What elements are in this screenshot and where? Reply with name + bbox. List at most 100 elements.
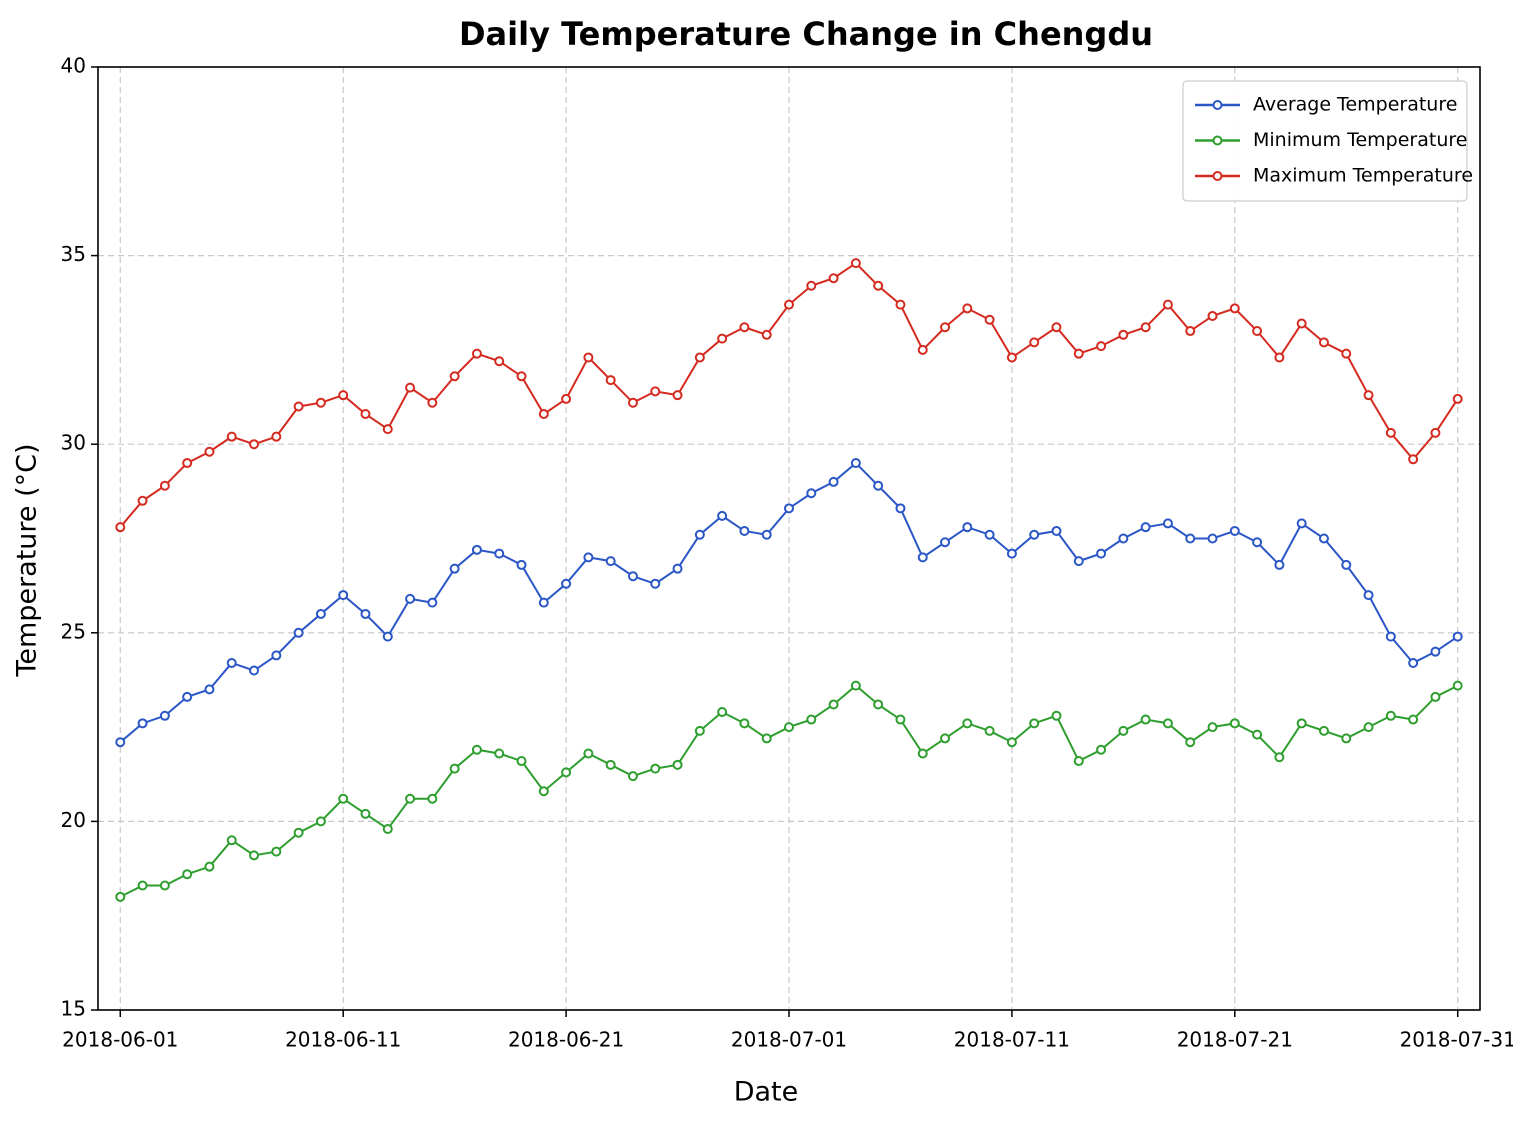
- data-point: [895, 299, 906, 310]
- data-point: [1274, 752, 1285, 763]
- data-point: [315, 816, 326, 827]
- data-point: [204, 446, 215, 457]
- data-point: [1385, 631, 1396, 642]
- data-point: [1029, 718, 1040, 729]
- data-point: [1162, 718, 1173, 729]
- data-point: [828, 273, 839, 284]
- data-point: [940, 733, 951, 744]
- data-point: [605, 375, 616, 386]
- chart-title: Daily Temperature Change in Chengdu: [459, 15, 1153, 53]
- data-point: [159, 880, 170, 891]
- data-point: [405, 793, 416, 804]
- data-point: [627, 397, 638, 408]
- data-point: [1185, 737, 1196, 748]
- data-point: [1452, 680, 1463, 691]
- data-point: [739, 718, 750, 729]
- data-point: [627, 571, 638, 582]
- legend-label: Average Temperature: [1253, 94, 1457, 116]
- data-point: [1341, 348, 1352, 359]
- data-point: [1140, 522, 1151, 533]
- data-point: [360, 409, 371, 420]
- data-point: [226, 657, 237, 668]
- data-point: [1452, 393, 1463, 404]
- data-point: [672, 563, 683, 574]
- data-point: [338, 590, 349, 601]
- data-point: [1430, 691, 1441, 702]
- data-point: [204, 684, 215, 695]
- plot-frame: [97, 66, 1481, 1011]
- data-point: [984, 314, 995, 325]
- data-point: [806, 488, 817, 499]
- legend-label: Minimum Temperature: [1253, 129, 1467, 151]
- data-point: [672, 390, 683, 401]
- data-point: [1185, 326, 1196, 337]
- y-tick-label: 25: [61, 619, 86, 643]
- data-point: [917, 552, 928, 563]
- data-point: [516, 559, 527, 570]
- data-point: [694, 725, 705, 736]
- data-point: [1140, 322, 1151, 333]
- data-point: [1073, 556, 1084, 567]
- data-point: [895, 503, 906, 514]
- data-point: [784, 503, 794, 514]
- data-point: [739, 525, 750, 536]
- y-tick-label: 30: [61, 431, 86, 455]
- data-point: [1363, 590, 1374, 601]
- data-point: [204, 861, 215, 872]
- data-point: [962, 718, 973, 729]
- data-point: [1363, 390, 1374, 401]
- x-tick-label: 2018-07-31: [1400, 1028, 1513, 1052]
- data-point: [471, 544, 482, 555]
- data-point: [159, 480, 170, 491]
- data-point: [182, 869, 193, 880]
- data-point: [984, 725, 995, 736]
- data-point: [1408, 714, 1419, 725]
- data-point: [1430, 646, 1441, 657]
- data-point: [717, 333, 728, 344]
- data-point: [471, 744, 482, 755]
- data-point: [1229, 525, 1240, 536]
- data-point: [382, 823, 393, 834]
- data-point: [694, 529, 705, 540]
- data-point: [984, 529, 995, 540]
- data-point: [449, 763, 460, 774]
- data-point: [338, 390, 349, 401]
- data-point: [1051, 322, 1062, 333]
- data-point: [271, 431, 282, 442]
- data-point: [1096, 548, 1107, 559]
- data-point: [293, 627, 304, 638]
- data-point: [1296, 318, 1307, 329]
- data-point: [850, 680, 861, 691]
- data-point: [806, 714, 817, 725]
- data-point: [427, 793, 438, 804]
- data-point: [561, 578, 572, 589]
- data-point: [249, 850, 260, 861]
- data-point: [650, 386, 661, 397]
- data-point: [828, 476, 839, 487]
- legend-marker: [1212, 100, 1223, 110]
- legend-label: Maximum Temperature: [1253, 165, 1473, 187]
- data-point: [873, 480, 884, 491]
- data-point: [249, 665, 260, 676]
- data-point: [226, 835, 237, 846]
- data-point: [1006, 548, 1017, 559]
- data-point: [405, 593, 416, 604]
- x-axis-label: Date: [734, 1077, 799, 1108]
- data-point: [115, 737, 126, 748]
- data-point: [137, 495, 148, 506]
- data-point: [761, 529, 772, 540]
- data-point: [1073, 348, 1084, 359]
- data-point: [828, 699, 839, 710]
- data-point: [1118, 533, 1129, 544]
- data-point: [1252, 537, 1263, 548]
- data-point: [1452, 631, 1463, 642]
- y-axis-label: Temperature (°C): [12, 443, 43, 677]
- data-point: [739, 322, 750, 333]
- data-point: [449, 563, 460, 574]
- data-point: [1207, 722, 1218, 733]
- y-tick-label: 40: [61, 54, 86, 78]
- x-tick-label: 2018-06-21: [508, 1028, 624, 1052]
- data-point: [449, 371, 460, 382]
- data-point: [1096, 744, 1107, 755]
